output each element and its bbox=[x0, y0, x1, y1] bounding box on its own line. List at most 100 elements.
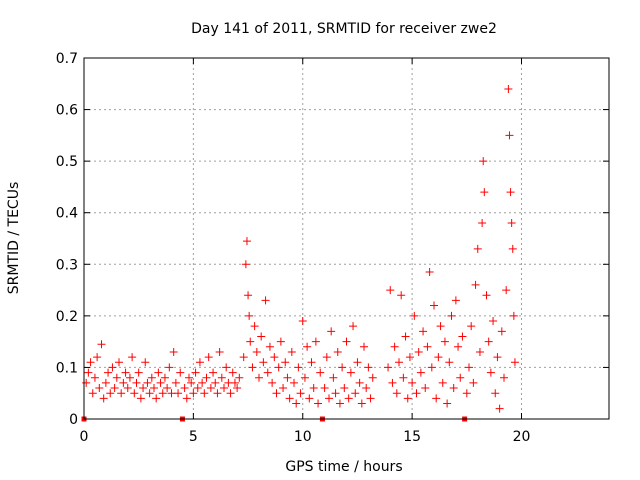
data-point bbox=[263, 368, 272, 377]
data-point bbox=[438, 378, 447, 387]
data-point bbox=[388, 378, 397, 387]
data-point bbox=[489, 317, 498, 326]
axis-ticks: 0 0.1 0.2 0.3 0.4 0.5 0.6 0.7 0 5 10 15 20 bbox=[56, 51, 609, 445]
data-point bbox=[471, 280, 480, 289]
data-point bbox=[497, 327, 506, 336]
data-point bbox=[449, 384, 458, 393]
data-point bbox=[384, 363, 393, 372]
data-point bbox=[505, 131, 514, 140]
data-point bbox=[364, 363, 373, 372]
data-point bbox=[84, 368, 93, 377]
data-point bbox=[500, 373, 508, 382]
data-point bbox=[171, 378, 180, 387]
data-point bbox=[316, 368, 325, 377]
data-point bbox=[355, 378, 364, 387]
data-point bbox=[215, 347, 224, 356]
grid-lines bbox=[84, 58, 609, 419]
data-point bbox=[176, 368, 185, 377]
data-point bbox=[139, 384, 148, 393]
data-point bbox=[222, 363, 231, 372]
data-point bbox=[165, 363, 174, 372]
data-point bbox=[217, 373, 226, 382]
data-point bbox=[195, 358, 204, 367]
data-point bbox=[235, 373, 244, 382]
data-point bbox=[211, 378, 220, 387]
data-point bbox=[443, 399, 452, 408]
data-point bbox=[180, 384, 189, 393]
data-point bbox=[143, 378, 152, 387]
data-point bbox=[242, 237, 251, 246]
data-point bbox=[233, 384, 242, 393]
plot-frame bbox=[83, 57, 610, 420]
data-point bbox=[507, 219, 516, 228]
data-point bbox=[390, 342, 399, 351]
y-tick-label: 0.6 bbox=[56, 103, 78, 119]
data-point bbox=[193, 384, 202, 393]
data-point bbox=[281, 358, 290, 367]
data-point bbox=[272, 389, 281, 398]
data-point bbox=[265, 342, 274, 351]
data-point bbox=[314, 399, 323, 408]
data-point bbox=[456, 373, 465, 382]
data-point bbox=[445, 358, 454, 367]
data-point bbox=[395, 358, 403, 367]
data-point bbox=[340, 384, 349, 393]
data-point bbox=[213, 389, 222, 398]
data-point bbox=[244, 291, 253, 300]
data-point bbox=[338, 363, 347, 372]
data-point bbox=[362, 384, 371, 393]
data-point bbox=[187, 378, 196, 387]
data-point bbox=[228, 368, 237, 377]
data-point bbox=[331, 389, 340, 398]
data-point bbox=[141, 358, 150, 367]
data-point bbox=[478, 219, 487, 228]
data-point bbox=[333, 347, 342, 356]
data-point bbox=[209, 368, 218, 377]
data-point bbox=[185, 373, 193, 382]
data-point bbox=[252, 347, 261, 356]
data-point bbox=[307, 358, 316, 367]
data-point bbox=[454, 342, 463, 351]
chart-title: Day 141 of 2011, SRMTID for receiver zwe… bbox=[191, 21, 497, 37]
data-point bbox=[160, 373, 169, 382]
data-point bbox=[93, 353, 102, 362]
data-point bbox=[202, 373, 211, 382]
data-point bbox=[259, 358, 268, 367]
data-point bbox=[357, 399, 366, 408]
data-point bbox=[136, 394, 145, 403]
data-point bbox=[298, 317, 307, 326]
data-point bbox=[150, 384, 158, 393]
data-point bbox=[191, 368, 200, 377]
data-point bbox=[475, 347, 484, 356]
data-point bbox=[344, 394, 353, 403]
data-point bbox=[392, 389, 401, 398]
data-point bbox=[416, 368, 425, 377]
data-point bbox=[115, 358, 123, 367]
data-point bbox=[95, 384, 104, 393]
data-point bbox=[305, 394, 314, 403]
data-point bbox=[246, 337, 255, 346]
data-point bbox=[147, 373, 156, 382]
data-point bbox=[484, 337, 493, 346]
data-point bbox=[432, 394, 441, 403]
data-point bbox=[117, 389, 126, 398]
data-point bbox=[230, 378, 239, 387]
data-point bbox=[174, 389, 183, 398]
y-tick-label: 0.5 bbox=[56, 154, 78, 170]
data-point bbox=[410, 311, 419, 320]
data-point bbox=[335, 399, 344, 408]
data-point bbox=[309, 384, 318, 393]
data-point bbox=[462, 389, 471, 398]
data-point bbox=[198, 378, 207, 387]
data-point bbox=[200, 389, 209, 398]
data-point bbox=[467, 322, 476, 331]
data-points bbox=[82, 84, 519, 413]
data-point bbox=[425, 268, 434, 277]
data-point bbox=[268, 378, 277, 387]
data-point bbox=[366, 394, 375, 403]
data-point bbox=[458, 332, 467, 341]
data-point bbox=[427, 363, 436, 372]
data-point bbox=[241, 260, 250, 269]
data-point bbox=[99, 394, 108, 403]
x-tick-label: 0 bbox=[80, 429, 89, 445]
